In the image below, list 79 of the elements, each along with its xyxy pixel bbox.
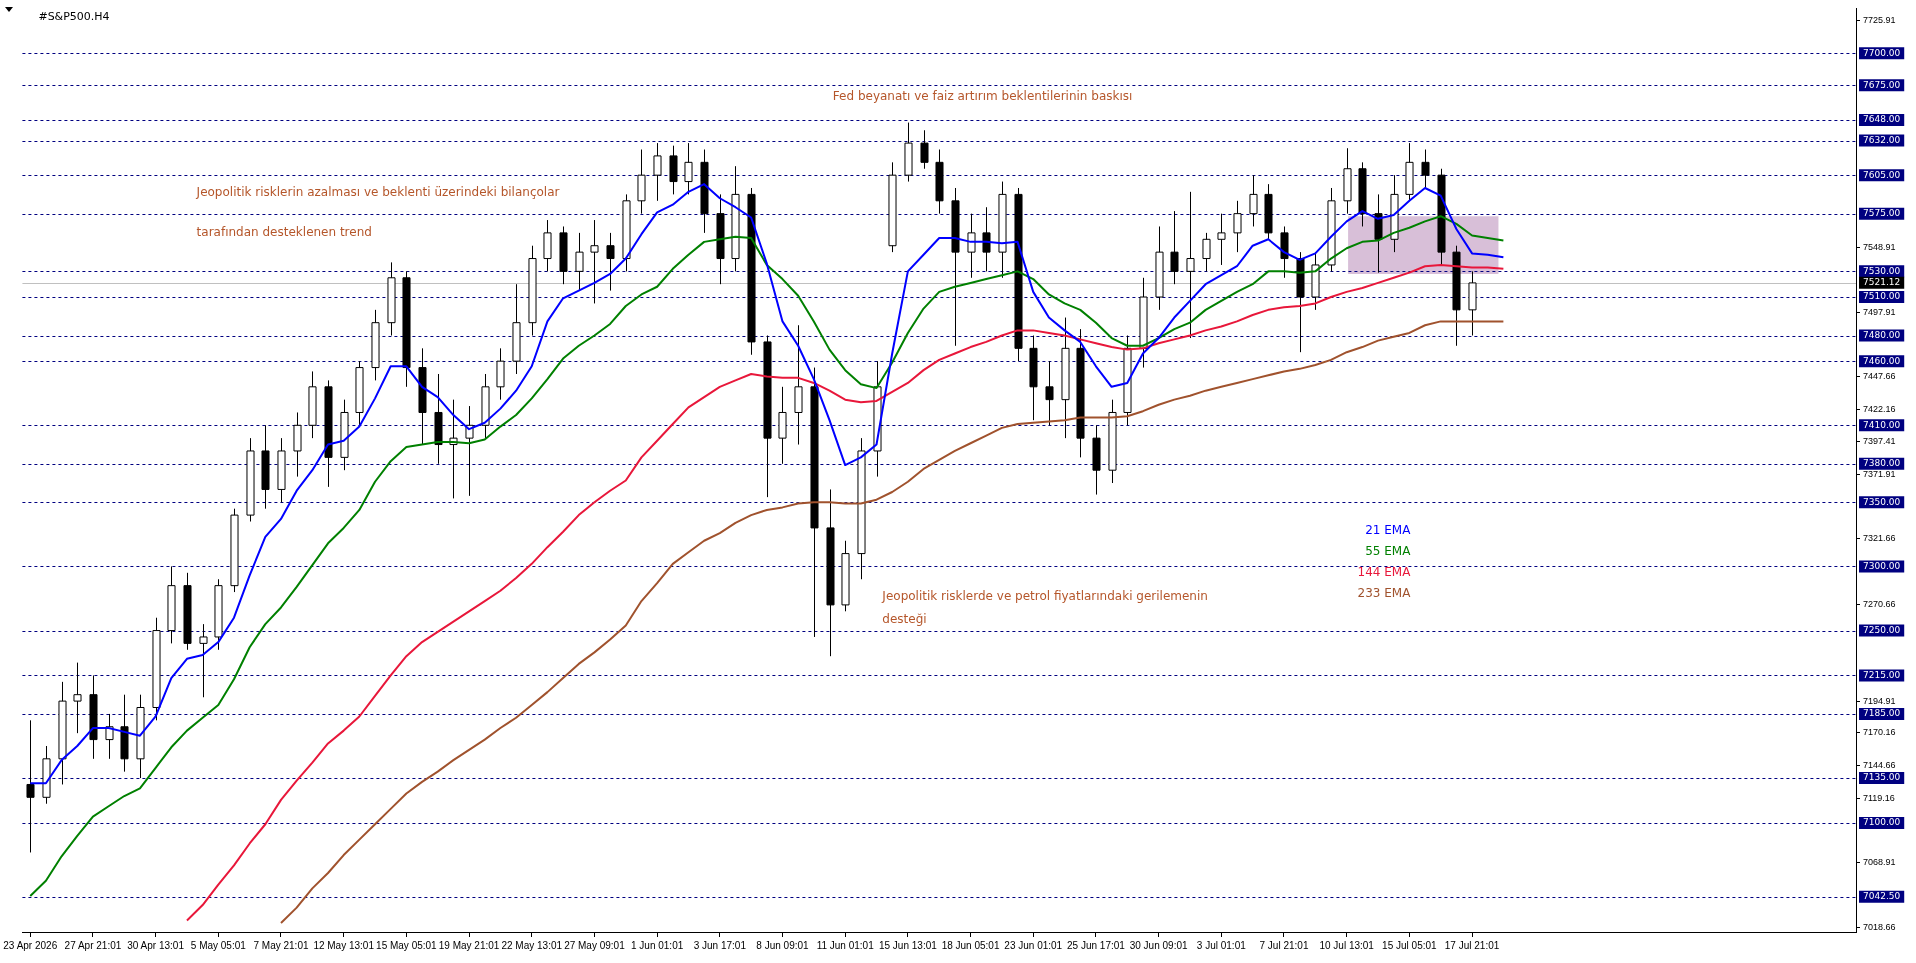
ref-line-label: 7350.00	[1863, 496, 1901, 507]
text: 55 EMA	[1365, 544, 1412, 559]
y-tick-label: 7018.66	[1863, 921, 1896, 932]
y-tick-label: 7422.16	[1863, 404, 1896, 415]
ref-line-label: 7042.50	[1863, 891, 1901, 902]
text: 144 EMA	[1357, 565, 1412, 580]
x-tick-label: 15 Jul 05:01	[1382, 939, 1438, 951]
ref-line-label: 7460.00	[1863, 355, 1901, 366]
x-tick-label: 3 Jul 01:01	[1196, 939, 1247, 951]
x-tick-label: 8 Jun 09:01	[756, 939, 810, 951]
candlestick	[199, 623, 208, 698]
ref-line-label: 7510.00	[1863, 291, 1901, 302]
x-tick-label: 5 May 05:01	[190, 939, 247, 951]
x-tick-label: 7 Jul 21:01	[1259, 939, 1309, 951]
annotation: Fed beyanatı ve faiz artırım beklentilerinin baskısı	[832, 89, 1133, 104]
candlestick	[982, 206, 991, 272]
ref-line-label: 7300.00	[1863, 560, 1901, 571]
x-tick-label: 1 Jun 01:01	[630, 939, 684, 951]
ref-line-label: 7480.00	[1863, 329, 1901, 340]
x-tick-label: 15 Jun 13:01	[878, 939, 938, 951]
y-tick-label: 7119.16	[1863, 792, 1895, 803]
ref-line-label: 7675.00	[1863, 79, 1901, 90]
candlestick	[1217, 213, 1226, 266]
x-tick-label: 18 Jun 05:01	[941, 939, 1000, 951]
ref-line-label: 7575.00	[1863, 207, 1901, 218]
ref-line-label: 7530.00	[1863, 265, 1901, 276]
ref-line-label: 7410.00	[1863, 419, 1901, 430]
candlestick	[1186, 191, 1195, 339]
x-tick-label: 23 Jun 01:01	[1004, 939, 1063, 951]
x-tick-label: 3 Jun 17:01	[693, 939, 747, 951]
y-tick-label: 7170.16	[1863, 727, 1896, 738]
y-tick-label: 7548.91	[1863, 241, 1896, 252]
x-tick-label: 27 Apr 21:01	[64, 939, 122, 951]
candlestick	[653, 142, 662, 202]
x-tick-label: 12 May 13:01	[313, 939, 375, 951]
ref-line-label: 7100.00	[1863, 817, 1901, 828]
y-tick-label: 7321.66	[1863, 533, 1896, 544]
ref-line-label: 7521.12	[1863, 277, 1901, 288]
candlestick	[73, 662, 82, 734]
x-tick-label: 27 May 09:01	[564, 939, 626, 951]
y-tick-label: 7144.66	[1863, 760, 1896, 771]
annotation: Jeopolitik risklerde ve petrol fiyatlarındaki gerilemenin	[881, 588, 1208, 603]
y-tick-label: 7397.41	[1863, 435, 1896, 446]
ref-line-label: 7632.00	[1863, 134, 1901, 145]
x-tick-label: 25 Jun 17:01	[1067, 939, 1126, 951]
annotation: Jeopolitik risklerin azalması ve beklenti üzerindeki bilançolar	[195, 185, 560, 200]
x-tick-label: 10 Jul 13:01	[1319, 939, 1375, 951]
ref-line-label: 7700.00	[1863, 47, 1901, 58]
ref-line-label: 7380.00	[1863, 458, 1901, 469]
y-tick-label: 7068.91	[1863, 857, 1896, 868]
candlestick	[26, 719, 35, 853]
chart-title: #S&P500.H4	[38, 10, 110, 24]
y-tick-label: 7497.91	[1863, 307, 1896, 318]
x-tick-label: 30 Apr 13:01	[127, 939, 185, 951]
ref-line-label: 7250.00	[1863, 624, 1901, 635]
y-tick-label: 7270.66	[1863, 598, 1896, 609]
x-tick-label: 23 Apr 2026	[3, 939, 58, 951]
x-tick-label: 7 May 21:01	[253, 939, 309, 951]
candlestick	[590, 219, 599, 304]
x-tick-label: 22 May 13:01	[501, 939, 563, 951]
text: 21 EMA	[1365, 523, 1412, 538]
annotation: desteği	[882, 611, 927, 626]
x-tick-label: 17 Jul 21:01	[1444, 939, 1500, 951]
y-tick-label: 7725.91	[1863, 14, 1896, 25]
y-tick-label: 7371.91	[1863, 468, 1896, 479]
annotation: tarafından desteklenen trend	[196, 224, 372, 239]
ref-line-label: 7215.00	[1863, 669, 1901, 680]
x-tick-label: 19 May 21:01	[438, 939, 500, 951]
x-tick-label: 30 Jun 09:01	[1129, 939, 1188, 951]
y-tick-label: 7447.66	[1863, 371, 1896, 382]
y-tick-label: 7194.91	[1863, 695, 1896, 706]
candlestick	[967, 213, 976, 279]
ref-line-label: 7605.00	[1863, 169, 1901, 180]
ref-line-label: 7185.00	[1863, 708, 1901, 719]
ref-line-label: 7648.00	[1863, 114, 1901, 125]
ref-line-label: 7135.00	[1863, 772, 1901, 783]
x-tick-label: 15 May 05:01	[376, 939, 438, 951]
text: 233 EMA	[1357, 586, 1412, 601]
x-tick-label: 11 Jun 01:01	[816, 939, 875, 951]
